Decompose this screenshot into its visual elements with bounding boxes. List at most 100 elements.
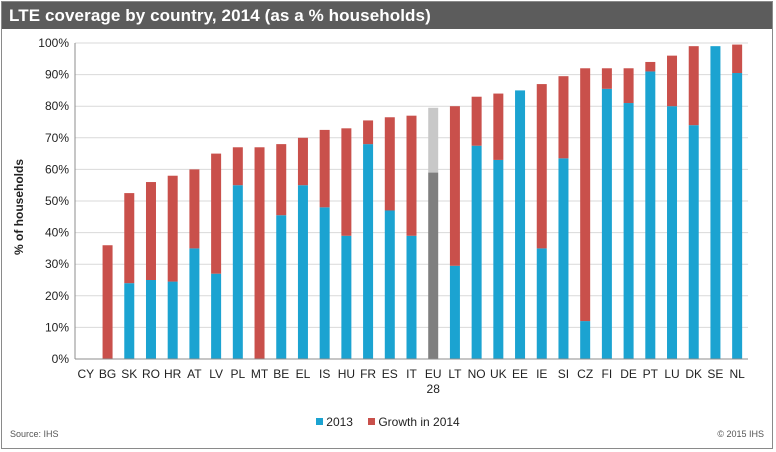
x-tick-label-mt: MT <box>251 367 269 381</box>
bar-2013-hr <box>167 281 178 359</box>
bar-2013-nl <box>732 73 743 360</box>
bar-growth-hr <box>167 175 178 282</box>
x-tick-label-se: SE <box>707 367 723 381</box>
bar-2013-sk <box>124 283 135 359</box>
x-tick-label-si: SI <box>558 367 569 381</box>
x-tick-label-no: NO <box>468 367 486 381</box>
bar-2013-cz <box>580 321 591 359</box>
bar-2013-fr <box>363 144 374 359</box>
x-tick-label-at: AT <box>187 367 202 381</box>
bar-2013-lu <box>667 106 678 359</box>
bar-growth-bg <box>102 245 113 359</box>
bar-growth-lt <box>449 106 460 266</box>
x-tick-label-it: IT <box>406 367 417 381</box>
bar-2013-dk <box>688 125 699 359</box>
bar-growth-ie <box>536 84 547 249</box>
x-tick-label-lu: LU <box>664 367 679 381</box>
bar-2013-be <box>276 215 287 359</box>
x-tick-label-uk: UK <box>490 367 507 381</box>
x-tick-label-hr: HR <box>164 367 182 381</box>
bar-2013-it <box>406 235 417 359</box>
y-axis-label: % of households <box>12 159 26 255</box>
y-tick-label: 10% <box>45 320 69 334</box>
legend-swatch-growth <box>368 418 376 425</box>
bar-growth-no <box>471 96 482 146</box>
bar-growth-fi <box>601 68 612 89</box>
bar-growth-lu <box>667 55 678 107</box>
bar-growth-es <box>384 117 395 211</box>
x-tick-label-lt: LT <box>448 367 462 381</box>
bar-2013-si <box>558 158 569 359</box>
bars <box>102 44 743 360</box>
x-tick-label-eu-28: EU 28 <box>425 367 442 396</box>
bar-growth-cz <box>580 68 591 322</box>
bar-growth-sk <box>124 193 135 284</box>
y-axis-tick-labels: 0% 10% 20% 30% 40% 50% 60% 70% 80% 90% 100% <box>38 36 69 366</box>
x-tick-label-fi: FI <box>602 367 613 381</box>
x-tick-label-sk: SK <box>121 367 137 381</box>
x-tick-label-el: EL <box>296 367 311 381</box>
x-tick-label-fr: FR <box>360 367 376 381</box>
y-tick-label: 50% <box>45 194 69 208</box>
legend: 2013 Growth in 2014 <box>0 415 776 429</box>
y-tick-label: 60% <box>45 162 69 176</box>
x-tick-label-nl: NL <box>729 367 745 381</box>
bar-2013-de <box>623 103 634 359</box>
y-tick-label: 20% <box>45 289 69 303</box>
x-tick-label-ro: RO <box>142 367 160 381</box>
legend-item-2013: 2013 <box>316 415 353 429</box>
bar-2013-ee <box>515 90 526 360</box>
x-tick-label-pt: PT <box>643 367 659 381</box>
bar-2013-pl <box>232 185 243 359</box>
bar-growth-nl <box>732 44 743 74</box>
y-tick-label: 70% <box>45 131 69 145</box>
bar-2013-is <box>319 207 330 359</box>
x-tick-label-de: DE <box>620 367 637 381</box>
chart-title: LTE coverage by country, 2014 (as a % ho… <box>9 6 431 25</box>
bar-2013-ie <box>536 248 547 359</box>
bar-growth-si <box>558 76 569 159</box>
bar-growth-at <box>189 169 200 249</box>
x-tick-label-bg: BG <box>99 367 116 381</box>
legend-label-2013: 2013 <box>326 415 353 429</box>
title-bar: LTE coverage by country, 2014 (as a % ho… <box>2 2 772 29</box>
y-tick-label: 30% <box>45 257 69 271</box>
bar-growth-it <box>406 115 417 236</box>
x-tick-label-hu: HU <box>338 367 355 381</box>
bar-growth-pl <box>232 147 243 186</box>
copyright-note: © 2015 IHS <box>717 429 764 439</box>
bar-growth-dk <box>688 46 699 126</box>
bar-growth-ro <box>145 182 156 280</box>
y-tick-label: 0% <box>52 352 70 366</box>
bar-2013-fi <box>601 88 612 359</box>
bar-growth-de <box>623 68 634 104</box>
axes <box>74 43 748 360</box>
x-tick-label-cy: CY <box>78 367 95 381</box>
bar-growth-is <box>319 129 330 208</box>
x-tick-label-cz: CZ <box>577 367 593 381</box>
x-tick-label-ie: IE <box>536 367 547 381</box>
x-tick-label-is: IS <box>319 367 330 381</box>
bar-growth-fr <box>363 120 374 145</box>
bar-2013-se <box>710 46 721 359</box>
bar-2013-eu-28 <box>428 172 439 359</box>
bar-2013-uk <box>493 159 504 359</box>
y-tick-label: 90% <box>45 68 69 82</box>
y-tick-label: 40% <box>45 226 69 240</box>
x-tick-label-be: BE <box>273 367 289 381</box>
bar-2013-es <box>384 210 395 359</box>
bar-2013-el <box>297 185 308 359</box>
x-tick-label-pl: PL <box>230 367 245 381</box>
x-tick-label-es: ES <box>382 367 398 381</box>
legend-swatch-2013 <box>316 418 324 425</box>
legend-label-growth: Growth in 2014 <box>378 415 460 429</box>
bar-growth-be <box>276 144 287 216</box>
bar-growth-uk <box>493 93 504 160</box>
bar-growth-pt <box>645 61 656 72</box>
bar-2013-no <box>471 145 482 359</box>
bar-2013-lv <box>211 273 222 359</box>
bar-growth-mt <box>254 147 265 359</box>
y-tick-label: 80% <box>45 99 69 113</box>
bar-growth-eu-28 <box>428 107 439 173</box>
